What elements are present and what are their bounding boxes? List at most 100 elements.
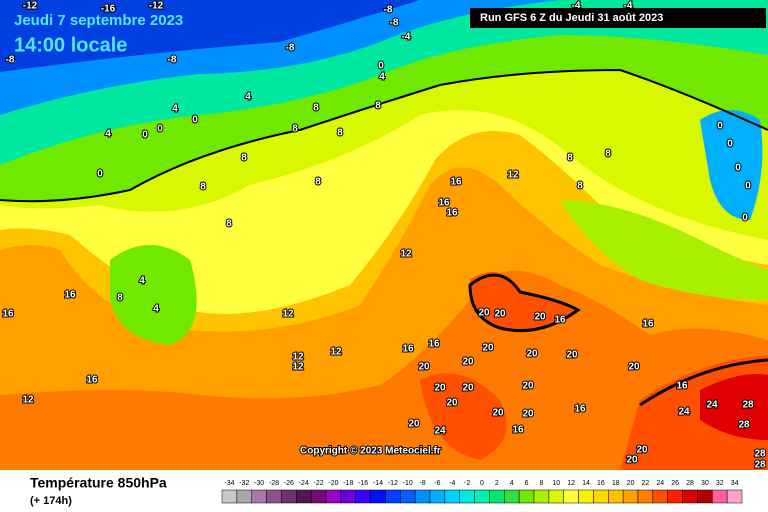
scale-swatch <box>622 489 639 504</box>
scale-label: -2 <box>464 480 470 487</box>
contour-label: 16 <box>512 425 524 436</box>
scale-label: -34 <box>224 480 234 487</box>
contour-label: 8 <box>605 149 611 160</box>
contour-label: 8 <box>337 128 343 139</box>
contour-label: 28 <box>754 460 766 471</box>
contour-label: -4 <box>624 1 633 12</box>
legend-subtitle: (+ 174h) <box>30 495 72 507</box>
header: Jeudi 7 septembre 2023 14:00 locale Run … <box>14 8 766 56</box>
scale-swatch <box>548 489 564 504</box>
contour-label: 8 <box>577 181 583 192</box>
contour-label: 12 <box>330 347 342 358</box>
contour-label: 16 <box>86 375 98 386</box>
scale-swatch <box>563 489 579 504</box>
scale-label: 0 <box>480 480 484 487</box>
scale-swatch <box>325 489 342 504</box>
scale-label: 22 <box>642 480 650 487</box>
contour-label: 20 <box>446 398 458 409</box>
scale-swatch <box>518 489 535 504</box>
scale-label: 32 <box>716 480 724 487</box>
scale-label: 26 <box>671 480 679 487</box>
legend-title: Température 850hPa <box>30 475 167 491</box>
forecast-time: 14:00 locale <box>14 34 127 56</box>
scale-swatch <box>429 489 446 504</box>
contour-label: 12 <box>400 249 412 260</box>
scale-label: -12 <box>388 480 398 487</box>
scale-swatch <box>221 489 238 504</box>
contour-label: 12 <box>282 309 294 320</box>
contour-label: 28 <box>754 449 766 460</box>
contour-label: 0 <box>97 169 103 180</box>
contour-label: 16 <box>428 339 440 350</box>
scale-swatch <box>459 489 475 504</box>
contour-label: 16 <box>642 319 654 330</box>
scale-swatch <box>266 489 282 504</box>
contour-label: 16 <box>64 290 76 301</box>
scale-label: -22 <box>314 480 324 487</box>
contour-label: 8 <box>567 153 573 164</box>
contour-label: 0 <box>742 213 748 224</box>
contour-label: 16 <box>450 177 462 188</box>
scale-swatch <box>340 489 356 504</box>
contour-label: 4 <box>139 276 145 287</box>
scale-label: 6 <box>525 480 529 487</box>
scale-swatch <box>697 489 713 504</box>
scale-label: 4 <box>510 480 514 487</box>
contour-label: 8 <box>292 124 298 135</box>
scale-label: 20 <box>627 480 635 487</box>
scale-label: -6 <box>434 480 440 487</box>
contour-label: 20 <box>434 383 446 394</box>
contour-label: 20 <box>482 343 494 354</box>
scale-label: -28 <box>269 480 279 487</box>
contour-label: 12 <box>292 352 304 363</box>
scale-swatch <box>489 489 505 504</box>
scale-label: -26 <box>284 480 294 487</box>
contour-label: 4 <box>153 304 159 315</box>
scale-label: 12 <box>567 480 575 487</box>
run-info: Run GFS 6 Z du Jeudi 31 août 2023 <box>480 12 663 24</box>
contour-label: 8 <box>313 103 319 114</box>
contour-label: -8 <box>286 43 295 54</box>
contour-label: 20 <box>534 312 546 323</box>
contour-label: 8 <box>315 177 321 188</box>
contour-label: 20 <box>626 455 638 466</box>
contour-label: 0 <box>378 61 384 72</box>
contour-label: 16 <box>574 404 586 415</box>
scale-label: 8 <box>539 480 543 487</box>
scale-swatch <box>310 489 327 504</box>
contour-label: 0 <box>745 181 751 192</box>
scale-swatch <box>370 489 386 504</box>
contour-label: 24 <box>678 407 690 418</box>
scale-swatch <box>593 489 609 504</box>
scale-swatch <box>682 489 698 504</box>
scale-swatch <box>281 489 297 504</box>
contour-label: 0 <box>192 115 198 126</box>
contour-label: 8 <box>375 101 381 112</box>
contour-label: 20 <box>566 350 578 361</box>
scale-swatch <box>652 489 668 504</box>
contour-label: 20 <box>462 383 474 394</box>
scale-label: 10 <box>552 480 560 487</box>
scale-label: 2 <box>495 480 499 487</box>
contour-label: 8 <box>117 293 123 304</box>
scale-swatch <box>474 489 490 504</box>
scale-label: 18 <box>612 480 620 487</box>
scale-swatch <box>712 489 728 504</box>
scale-label: 30 <box>701 480 709 487</box>
copyright: Copyright © 2023 Meteociel.fr <box>300 446 441 457</box>
scale-swatch <box>400 489 416 504</box>
scale-swatch <box>504 489 520 504</box>
scale-swatch <box>444 489 460 504</box>
contour-label: -8 <box>6 55 15 66</box>
scale-label: -14 <box>373 480 383 487</box>
contour-label: 16 <box>446 208 458 219</box>
scale-label: 24 <box>656 480 664 487</box>
contour-label: 12 <box>22 395 34 406</box>
contour-label: 4 <box>245 92 251 103</box>
contour-label: 20 <box>636 445 648 456</box>
contour-label: 20 <box>494 309 506 320</box>
contour-label: 28 <box>742 400 754 411</box>
scale-swatch <box>726 489 743 504</box>
